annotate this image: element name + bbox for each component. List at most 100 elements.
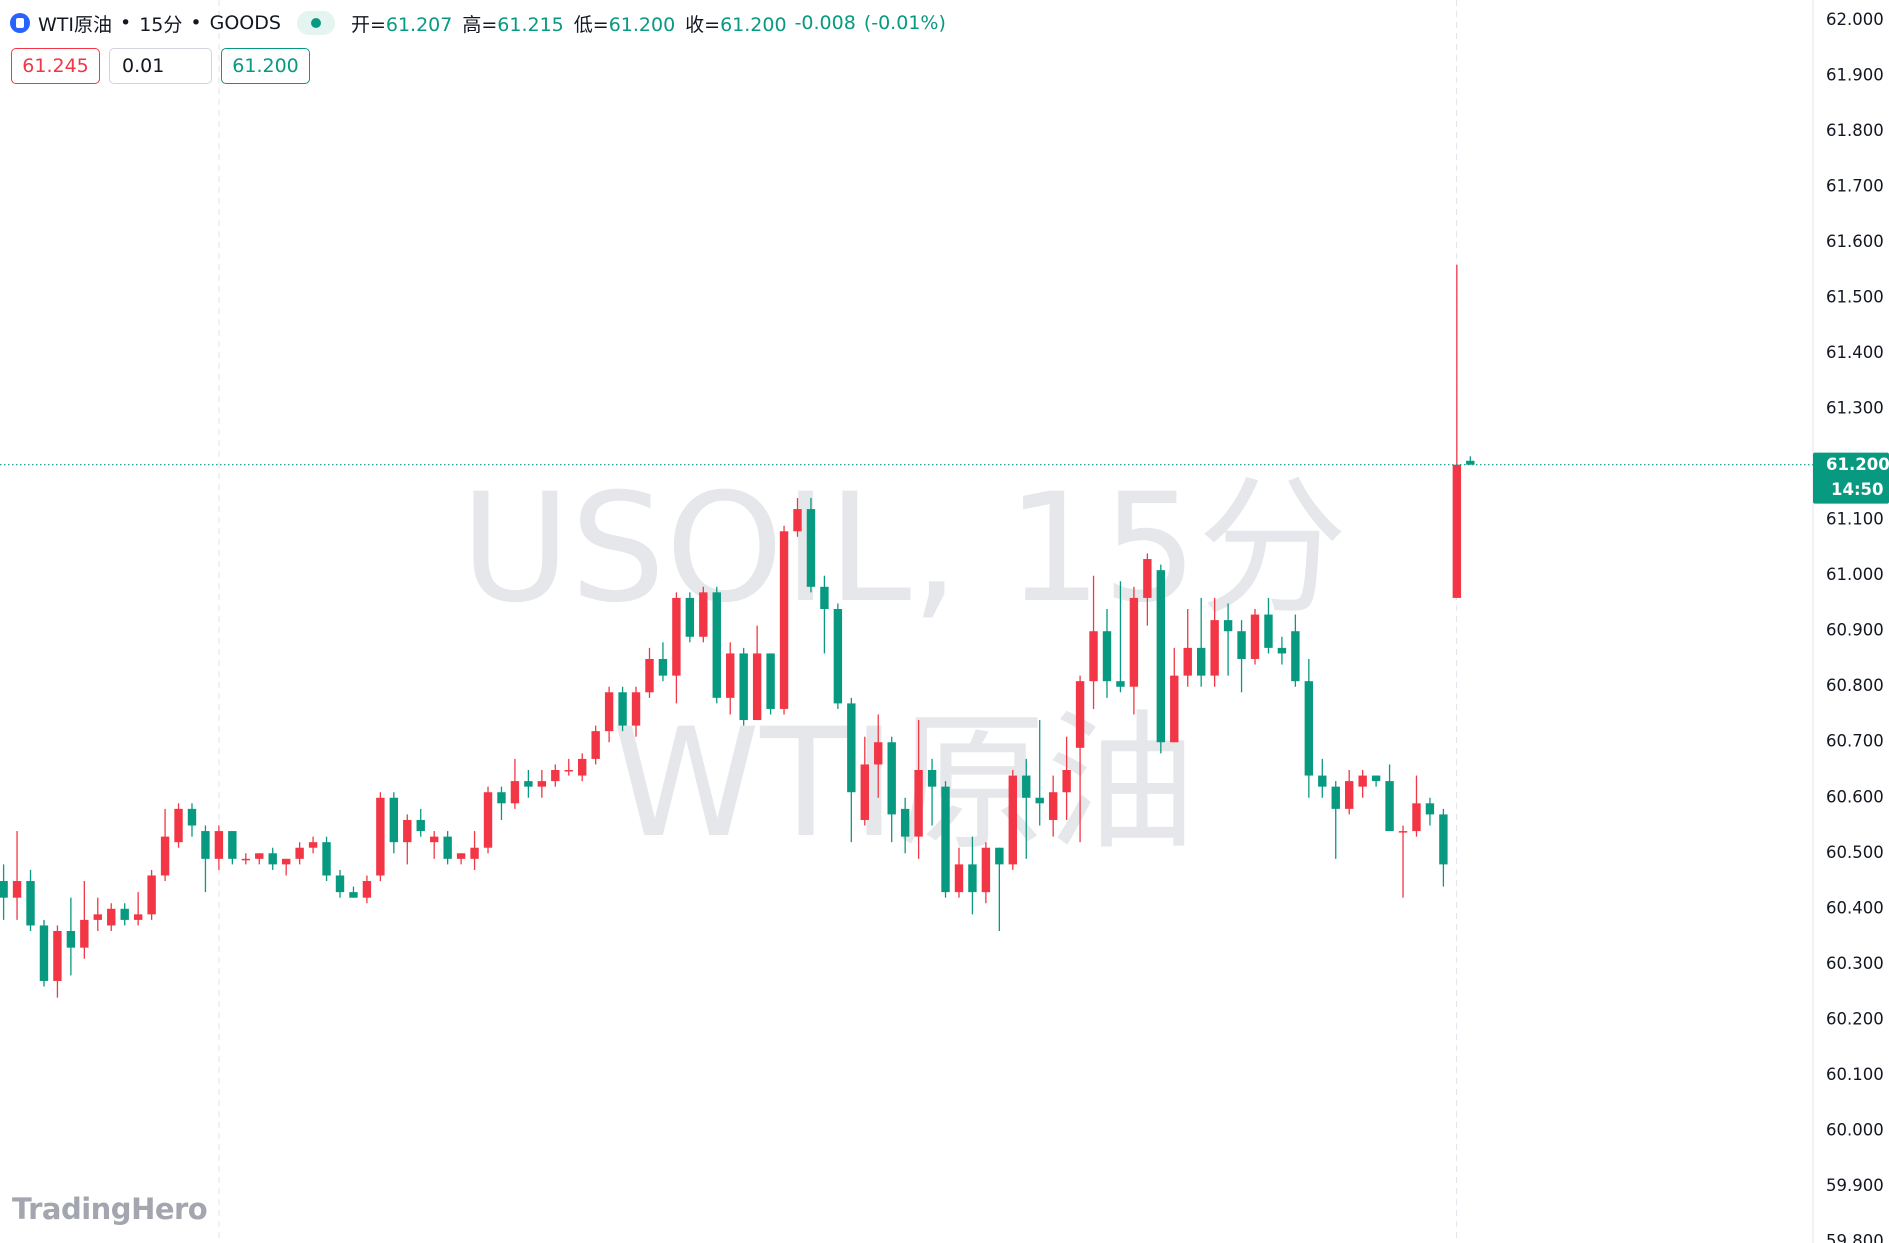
candle-body xyxy=(658,658,668,676)
candle-body xyxy=(1196,647,1206,676)
candle-body xyxy=(295,847,304,859)
candle-body xyxy=(752,653,762,721)
candle-body xyxy=(954,864,964,893)
quantity-input[interactable]: 0.01 xyxy=(109,48,212,84)
symbol: WTI原油 xyxy=(38,13,112,36)
candle-body xyxy=(1291,631,1300,682)
candle-body xyxy=(174,808,183,843)
candle-body xyxy=(1223,620,1233,632)
candle-body xyxy=(591,731,600,759)
candle-body xyxy=(1183,647,1192,676)
candle-body xyxy=(362,881,372,898)
candle-body xyxy=(1250,614,1260,659)
candle-body xyxy=(645,658,654,693)
candle-body xyxy=(1358,775,1367,787)
exchange: GOODS xyxy=(209,12,281,34)
candle-body xyxy=(1371,775,1381,782)
market-status[interactable] xyxy=(296,11,335,35)
candle-body xyxy=(1089,631,1098,682)
candle-body xyxy=(1129,597,1139,687)
y-tick-label: 60.700 xyxy=(1826,732,1884,751)
candle-body xyxy=(631,692,641,726)
y-tick-label: 60.800 xyxy=(1826,676,1884,695)
candle-body xyxy=(1318,775,1327,787)
candle-body xyxy=(255,853,264,859)
y-tick-label: 61.600 xyxy=(1826,232,1884,251)
candle-body xyxy=(187,808,197,826)
ohlc-value: 61.200 xyxy=(608,13,676,36)
candle-body xyxy=(726,653,735,698)
candle-body xyxy=(133,914,143,920)
y-tick-label: 60.600 xyxy=(1826,787,1884,806)
y-tick-label: 60.200 xyxy=(1826,1009,1884,1028)
watermark-line: USOIL, 15分 xyxy=(460,462,1347,636)
change-percent: (-0.01%) xyxy=(863,12,946,34)
candle-body xyxy=(497,792,506,804)
candle-body xyxy=(806,509,816,587)
candle-body xyxy=(672,597,681,676)
candle-body xyxy=(1143,559,1152,598)
candle-body xyxy=(1385,781,1394,832)
candle-body xyxy=(685,597,695,637)
buy-button[interactable]: 61.200 xyxy=(221,48,310,84)
candle-body xyxy=(1264,614,1273,648)
candle-body xyxy=(1075,681,1085,748)
y-tick-label: 60.400 xyxy=(1826,898,1884,917)
candle-body xyxy=(1331,786,1340,809)
candle-body xyxy=(416,819,425,832)
candle-body xyxy=(510,781,520,804)
symbol-header: WTI原油 • 15分 • GOODS 开=61.207 高=61.215 低=61… xyxy=(10,8,946,38)
candle-body xyxy=(860,764,869,820)
last-price-label: 61.200 xyxy=(1826,455,1889,474)
y-tick-label: 60.500 xyxy=(1826,843,1884,862)
sell-button[interactable]: 61.245 xyxy=(11,48,100,84)
y-tick-label: 60.000 xyxy=(1826,1120,1884,1139)
candle-body xyxy=(1398,831,1408,833)
candle-body xyxy=(241,858,251,861)
symbol-icon xyxy=(10,13,30,33)
candle-body xyxy=(443,836,452,859)
y-tick-label: 61.900 xyxy=(1826,66,1884,85)
y-tick-label: 59.900 xyxy=(1826,1176,1884,1195)
interval[interactable]: 15分 xyxy=(139,13,183,36)
candle-body xyxy=(1062,770,1071,793)
candle-body xyxy=(941,786,950,893)
separator: • xyxy=(120,12,132,34)
candle-body xyxy=(93,914,102,920)
candle-body xyxy=(1466,460,1475,465)
candle-body xyxy=(80,919,89,948)
candle-body xyxy=(1048,792,1058,820)
ohlc-label: 收= xyxy=(685,13,721,36)
separator: • xyxy=(190,12,202,34)
candle-body xyxy=(1022,775,1031,798)
logo: TradingHero xyxy=(12,1192,208,1226)
candle-body xyxy=(847,703,856,793)
candle-body xyxy=(779,531,789,709)
candle-body xyxy=(968,864,977,893)
candle-body xyxy=(887,742,896,815)
candles xyxy=(0,264,1475,998)
ohlc-label: 高= xyxy=(462,13,498,36)
candle-body xyxy=(12,881,22,898)
price-axis: 59.800 59.900 60.000 60.100 60.200 60.300 60.4… xyxy=(0,10,1889,1243)
y-tick-label: 61.300 xyxy=(1826,399,1884,418)
candle-body xyxy=(1277,647,1287,654)
candle-body xyxy=(214,831,224,859)
candle-body xyxy=(160,836,170,876)
candle-body xyxy=(376,797,385,876)
candle-body xyxy=(1008,775,1017,865)
watermark: USOIL, 15分 WTI原油 xyxy=(460,462,1347,871)
candle-body xyxy=(537,781,547,787)
candle-body xyxy=(147,875,156,915)
candle-body xyxy=(335,875,345,893)
candle-body xyxy=(766,653,775,709)
candle-body xyxy=(1237,631,1246,659)
candle-body xyxy=(429,836,439,843)
candle-body xyxy=(107,908,116,926)
candle-body xyxy=(981,847,991,893)
candle-body xyxy=(389,797,399,843)
ohlc-value: 61.207 xyxy=(385,13,453,36)
candle-body xyxy=(308,842,318,848)
candle-body xyxy=(739,653,748,721)
